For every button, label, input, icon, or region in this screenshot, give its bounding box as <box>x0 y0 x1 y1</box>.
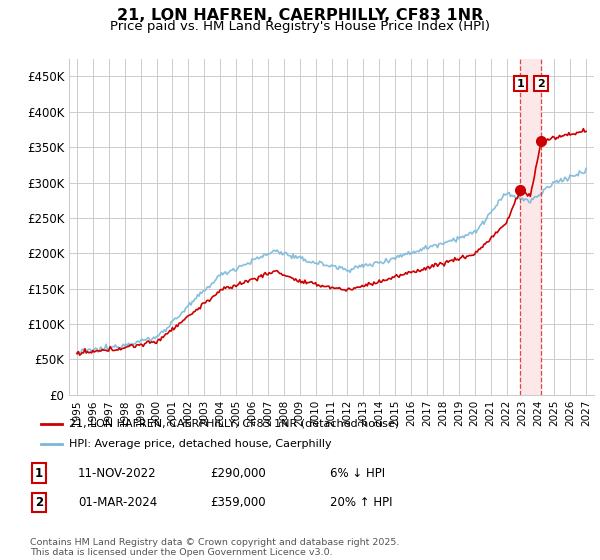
Text: 1: 1 <box>517 78 524 88</box>
Text: 2: 2 <box>35 496 43 509</box>
Text: 2: 2 <box>537 78 545 88</box>
Text: 21, LON HAFREN, CAERPHILLY, CF83 1NR: 21, LON HAFREN, CAERPHILLY, CF83 1NR <box>117 8 483 24</box>
Text: 6% ↓ HPI: 6% ↓ HPI <box>330 466 385 480</box>
Text: 01-MAR-2024: 01-MAR-2024 <box>78 496 157 509</box>
Text: £290,000: £290,000 <box>210 466 266 480</box>
Text: 11-NOV-2022: 11-NOV-2022 <box>78 466 157 480</box>
Text: 1: 1 <box>35 466 43 480</box>
Text: Price paid vs. HM Land Registry's House Price Index (HPI): Price paid vs. HM Land Registry's House … <box>110 20 490 32</box>
Text: 21, LON HAFREN, CAERPHILLY, CF83 1NR (detached house): 21, LON HAFREN, CAERPHILLY, CF83 1NR (de… <box>69 419 399 429</box>
Text: 20% ↑ HPI: 20% ↑ HPI <box>330 496 392 509</box>
Text: £359,000: £359,000 <box>210 496 266 509</box>
Text: HPI: Average price, detached house, Caerphilly: HPI: Average price, detached house, Caer… <box>69 439 332 449</box>
Text: Contains HM Land Registry data © Crown copyright and database right 2025.
This d: Contains HM Land Registry data © Crown c… <box>30 538 400 557</box>
Bar <box>520 59 541 395</box>
